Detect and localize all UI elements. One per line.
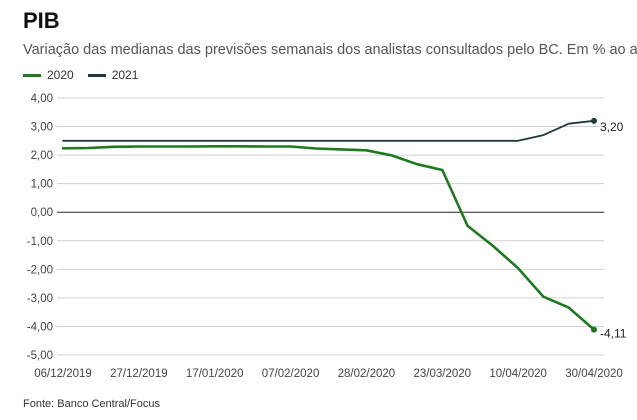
series-line-2020 [61, 145, 596, 331]
end-label-2021: 3,20 [600, 120, 624, 134]
grid-lines [57, 97, 604, 356]
x-tick-label: 17/01/2020 [186, 368, 244, 380]
y-tick-label: 1,00 [31, 179, 53, 191]
y-tick-label: -3,00 [27, 293, 53, 305]
chart-subtitle: Variação das medianas das previsões sema… [23, 42, 637, 58]
legend-label-2020: 2020 [47, 68, 74, 82]
legend-swatch-2020 [23, 73, 41, 77]
legend-item-2021: 2021 [87, 68, 139, 82]
chart-title: PIB [23, 8, 60, 33]
legend-label-2021: 2021 [111, 68, 139, 82]
chart-legend: 2020 2021 [23, 68, 138, 82]
x-tick-label: 30/04/2020 [565, 368, 623, 380]
x-tick-label: 06/12/2019 [34, 368, 92, 380]
x-tick-label: 27/12/2019 [110, 368, 168, 380]
series-line-2021 [62, 119, 595, 142]
end-label-2020: -4,11 [600, 327, 627, 341]
source-note: Fonte: Banco Central/Focus [23, 398, 160, 410]
y-tick-label: 3,00 [31, 122, 53, 134]
y-tick-label: -4,00 [27, 321, 53, 333]
y-tick-label: 2,00 [31, 150, 53, 162]
x-tick-label: 23/03/2020 [414, 368, 472, 380]
y-tick-label: -5,00 [27, 350, 53, 362]
series-endpoint-2021 [591, 117, 597, 124]
series-endpoint-2020 [591, 326, 597, 333]
y-axis-ticks: 4,00 3,00 2,00 1,00 0,00 -1,00 -2,00 -3,00 -4,00… [27, 93, 53, 362]
x-tick-label: 28/02/2020 [338, 368, 396, 380]
legend-swatch-2021 [87, 73, 106, 77]
end-labels: 3,20 -4,11 [600, 120, 627, 341]
x-tick-label: 10/04/2020 [489, 368, 547, 380]
x-axis-ticks: 06/12/2019 27/12/2019 17/01/2020 07/02/2020… [34, 368, 623, 380]
y-tick-label: 0,00 [31, 207, 53, 219]
series-lines [61, 117, 597, 333]
y-tick-label: -1,00 [27, 236, 53, 248]
legend-item-2020: 2020 [23, 68, 74, 82]
y-tick-label: 4,00 [31, 93, 53, 105]
y-tick-label: -2,00 [27, 264, 53, 276]
x-tick-label: 07/02/2020 [262, 368, 320, 380]
